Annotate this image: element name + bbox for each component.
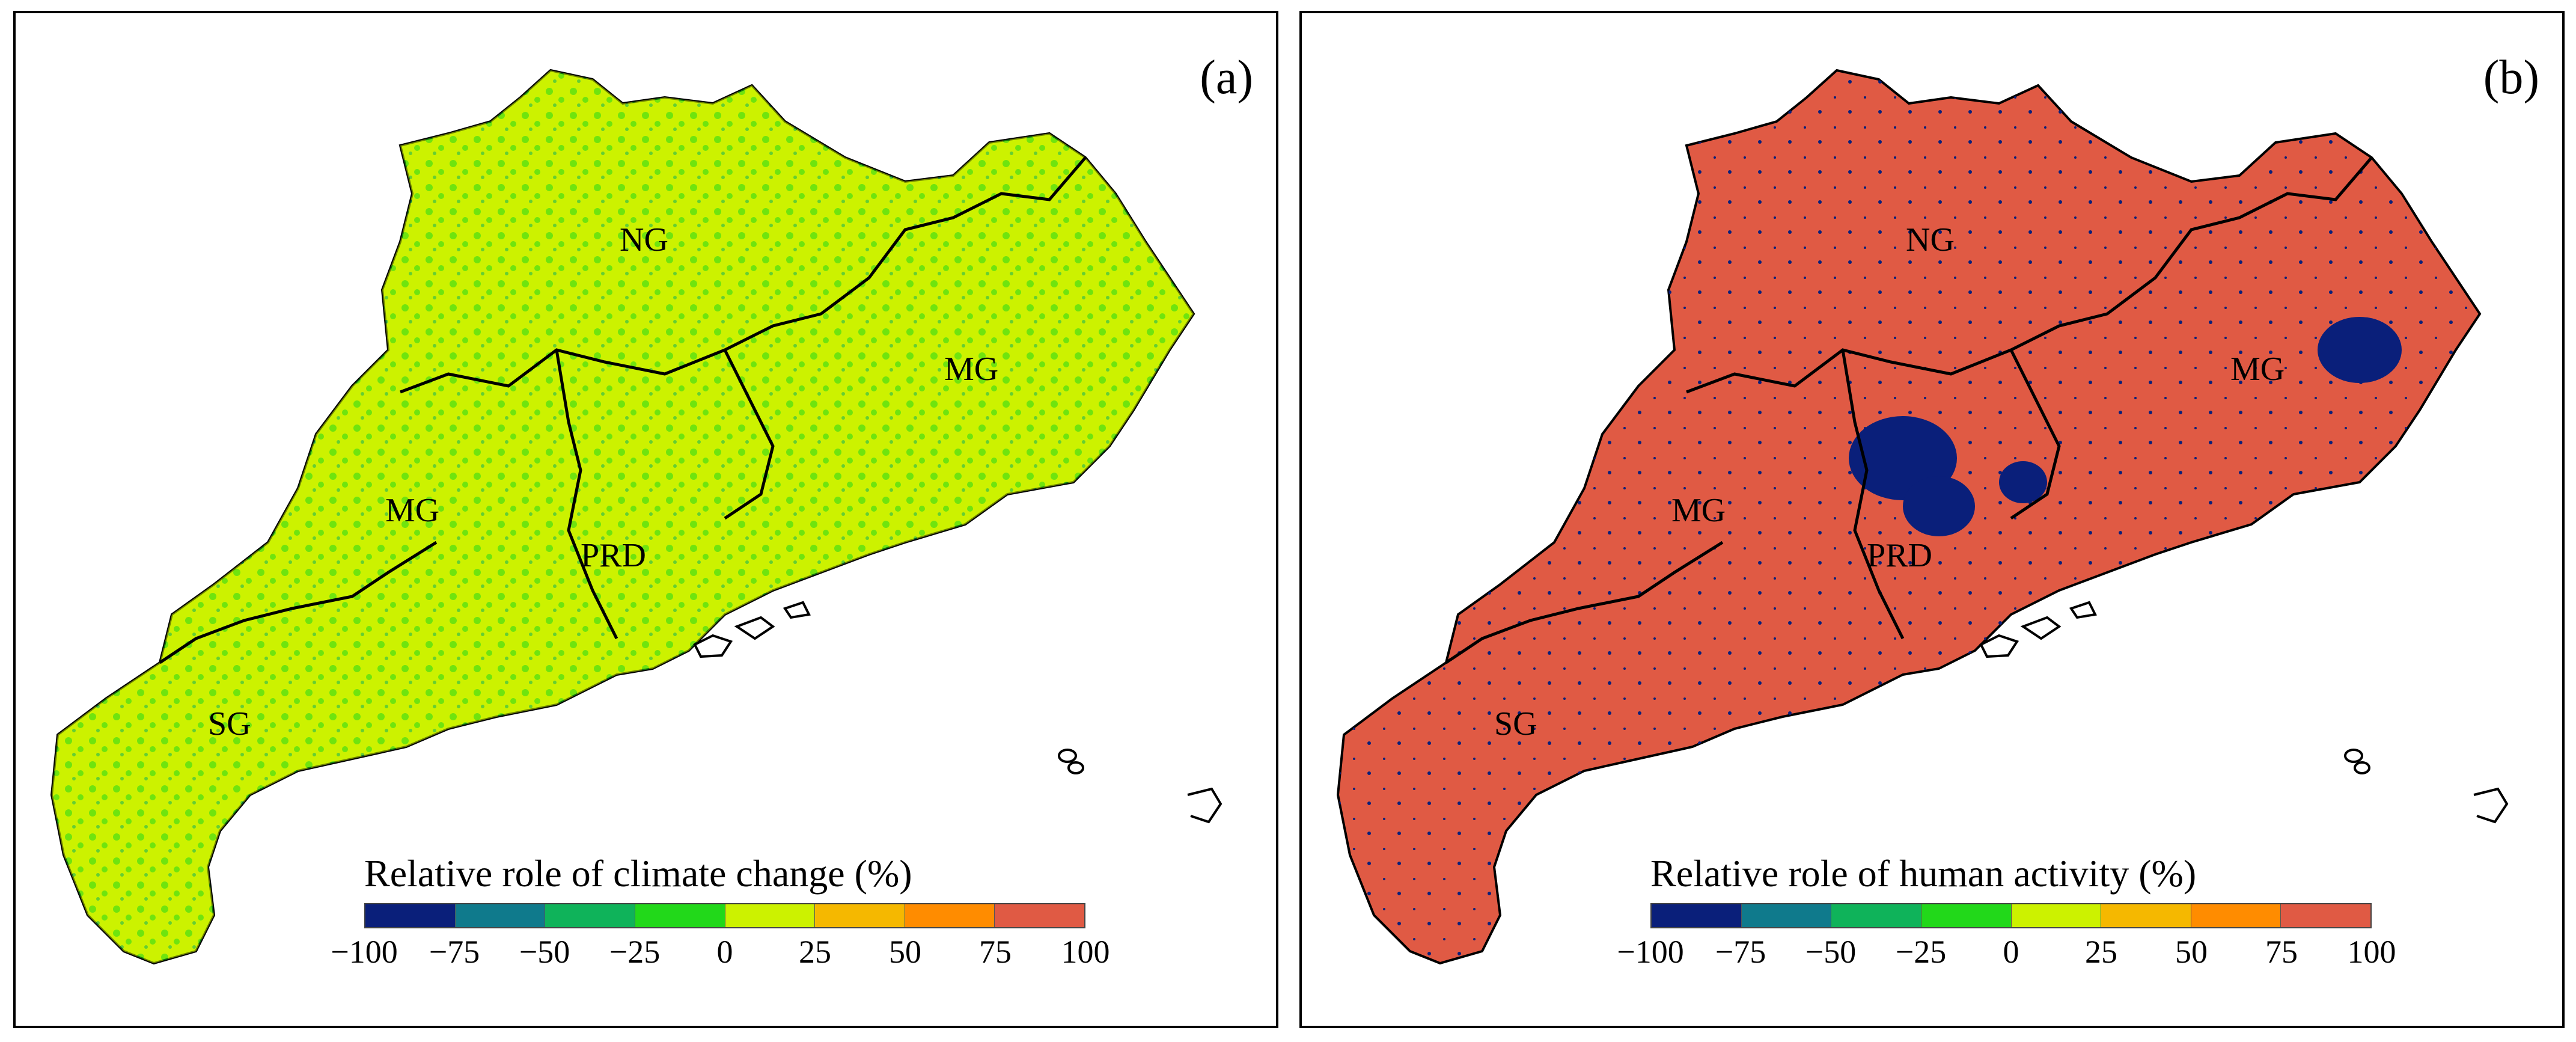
map-human-activity — [1336, 69, 2509, 965]
region-label-prd: PRD — [581, 537, 646, 574]
colorbar-title: Relative role of climate change (%) — [364, 852, 912, 895]
colorbar-segment — [2281, 904, 2370, 927]
colorbar-segment — [365, 904, 456, 927]
region-label-mg-east: MG — [2230, 351, 2285, 388]
colorbar-segment — [725, 904, 816, 927]
colorbar-tick: 25 — [2085, 934, 2117, 970]
colorbar-tick: 25 — [799, 934, 831, 970]
colorbar-tick: 0 — [716, 934, 733, 970]
vegetation-texture — [52, 70, 1194, 963]
colorbar-tick: −75 — [429, 934, 480, 970]
colorbar — [1650, 903, 2372, 928]
colorbar-segment — [1741, 904, 1832, 927]
region-label-ng: NG — [620, 221, 668, 259]
colorbar-segment — [545, 904, 635, 927]
colorbar-segment — [1921, 904, 2012, 927]
colorbar-tick: −50 — [519, 934, 570, 970]
colorbar-segment — [905, 904, 995, 927]
colorbar-tick: −25 — [1895, 934, 1947, 970]
colorbar-segment — [1831, 904, 1921, 927]
map-climate-change — [50, 69, 1222, 965]
subregion-boundaries — [159, 156, 1087, 664]
region-label-sg: SG — [1494, 705, 1537, 743]
colorbar-tick: 75 — [2265, 934, 2298, 970]
colorbar-tick: −100 — [1617, 934, 1684, 970]
colorbar-tick: 50 — [889, 934, 921, 970]
panel-human-activity: (b) NG MG MG PRD SG Relative role of hum… — [1299, 11, 2565, 1028]
islands — [1979, 601, 2509, 824]
panel-label: (b) — [2483, 51, 2539, 104]
human-activity-hotspots — [1849, 317, 2402, 536]
colorbar-tick: −100 — [331, 934, 398, 970]
subregion-boundaries — [1445, 156, 2373, 664]
colorbar-segment — [455, 904, 546, 927]
colorbar-segment — [1652, 904, 1742, 927]
colorbar-title: Relative role of human activity (%) — [1650, 852, 2197, 895]
colorbar-tick: −50 — [1805, 934, 1857, 970]
colorbar-segment — [2101, 904, 2191, 927]
colorbar-segment — [815, 904, 905, 927]
colorbar-tick: 100 — [1061, 934, 1110, 970]
region-label-mg-west: MG — [1671, 492, 1726, 529]
region-label-mg-west: MG — [385, 492, 440, 529]
colorbar-segment — [2011, 904, 2102, 927]
panel-climate-change: (a) NG MG MG PRD SG Relative role of cli… — [13, 11, 1278, 1028]
region-label-sg: SG — [208, 705, 251, 743]
colorbar-tick: 100 — [2347, 934, 2396, 970]
region-label-mg-east: MG — [944, 351, 999, 388]
region-label-prd: PRD — [1867, 537, 1932, 574]
colorbar-segment — [635, 904, 725, 927]
colorbar-segment — [995, 904, 1084, 927]
panel-label: (a) — [1200, 51, 1253, 104]
colorbar-tick: 75 — [979, 934, 1012, 970]
islands — [693, 601, 1222, 824]
colorbar — [364, 903, 1085, 928]
colorbar-tick: 50 — [2175, 934, 2208, 970]
colorbar-segment — [2191, 904, 2281, 927]
colorbar-tick: −25 — [609, 934, 661, 970]
region-label-ng: NG — [1906, 221, 1955, 259]
colorbar-tick: 0 — [2003, 934, 2019, 970]
colorbar-tick: −75 — [1715, 934, 1766, 970]
